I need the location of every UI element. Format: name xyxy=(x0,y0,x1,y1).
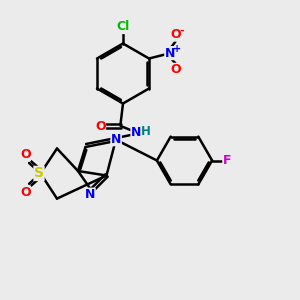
Text: +: + xyxy=(172,44,181,55)
Text: O: O xyxy=(20,148,31,161)
Text: N: N xyxy=(165,46,175,60)
Text: O: O xyxy=(170,28,181,41)
Text: N: N xyxy=(111,133,121,146)
Text: S: S xyxy=(34,167,44,180)
Text: N: N xyxy=(131,126,141,139)
Text: O: O xyxy=(95,119,106,133)
Text: H: H xyxy=(141,125,151,138)
Text: -: - xyxy=(180,26,184,36)
Text: N: N xyxy=(85,188,95,201)
Text: O: O xyxy=(20,186,31,199)
Text: F: F xyxy=(223,154,231,167)
Text: Cl: Cl xyxy=(116,20,130,34)
Text: O: O xyxy=(170,63,181,76)
